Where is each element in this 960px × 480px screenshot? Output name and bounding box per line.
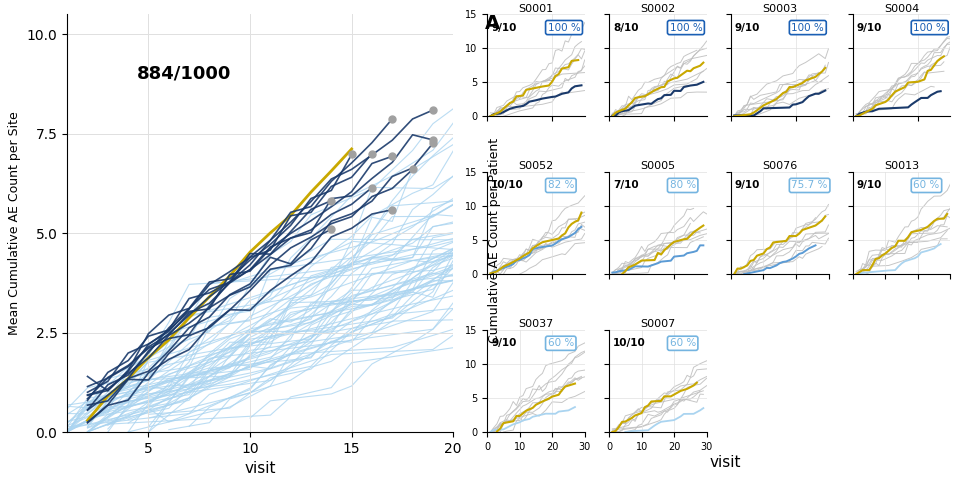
Text: 60 %: 60 % xyxy=(669,338,696,348)
Title: S0037: S0037 xyxy=(518,319,554,329)
Title: S0003: S0003 xyxy=(762,4,798,13)
Text: 100 %: 100 % xyxy=(913,23,947,33)
Text: Cumulative AE Count per Patient: Cumulative AE Count per Patient xyxy=(488,137,501,343)
Text: 100 %: 100 % xyxy=(791,23,825,33)
Title: S0076: S0076 xyxy=(762,161,798,171)
Title: S0004: S0004 xyxy=(884,4,920,13)
Text: 60 %: 60 % xyxy=(547,338,574,348)
Text: 100 %: 100 % xyxy=(669,23,703,33)
Title: S0001: S0001 xyxy=(518,4,554,13)
Text: 75.7 %: 75.7 % xyxy=(791,180,828,191)
Text: 9/10: 9/10 xyxy=(492,23,516,33)
Text: 9/10: 9/10 xyxy=(492,338,516,348)
Title: S0013: S0013 xyxy=(884,161,920,171)
Y-axis label: Mean Cumulative AE Count per Site: Mean Cumulative AE Count per Site xyxy=(9,111,21,335)
Text: 9/10: 9/10 xyxy=(735,180,760,191)
Text: 884/1000: 884/1000 xyxy=(136,64,231,83)
Text: 8/10: 8/10 xyxy=(613,23,638,33)
Text: 100 %: 100 % xyxy=(547,23,581,33)
Text: 9/10: 9/10 xyxy=(856,23,882,33)
Text: 9/10: 9/10 xyxy=(856,180,882,191)
Text: visit: visit xyxy=(709,456,740,470)
Text: 9/10: 9/10 xyxy=(735,23,760,33)
Text: 60 %: 60 % xyxy=(913,180,940,191)
Text: A: A xyxy=(485,14,500,34)
Text: 80 %: 80 % xyxy=(669,180,696,191)
Title: S0005: S0005 xyxy=(640,161,676,171)
Text: 7/10: 7/10 xyxy=(613,180,638,191)
Text: 10/10: 10/10 xyxy=(492,180,524,191)
X-axis label: visit: visit xyxy=(245,461,276,476)
Text: 10/10: 10/10 xyxy=(613,338,646,348)
Title: S0007: S0007 xyxy=(640,319,676,329)
Title: S0002: S0002 xyxy=(640,4,676,13)
Title: S0052: S0052 xyxy=(518,161,554,171)
Text: 82 %: 82 % xyxy=(547,180,574,191)
